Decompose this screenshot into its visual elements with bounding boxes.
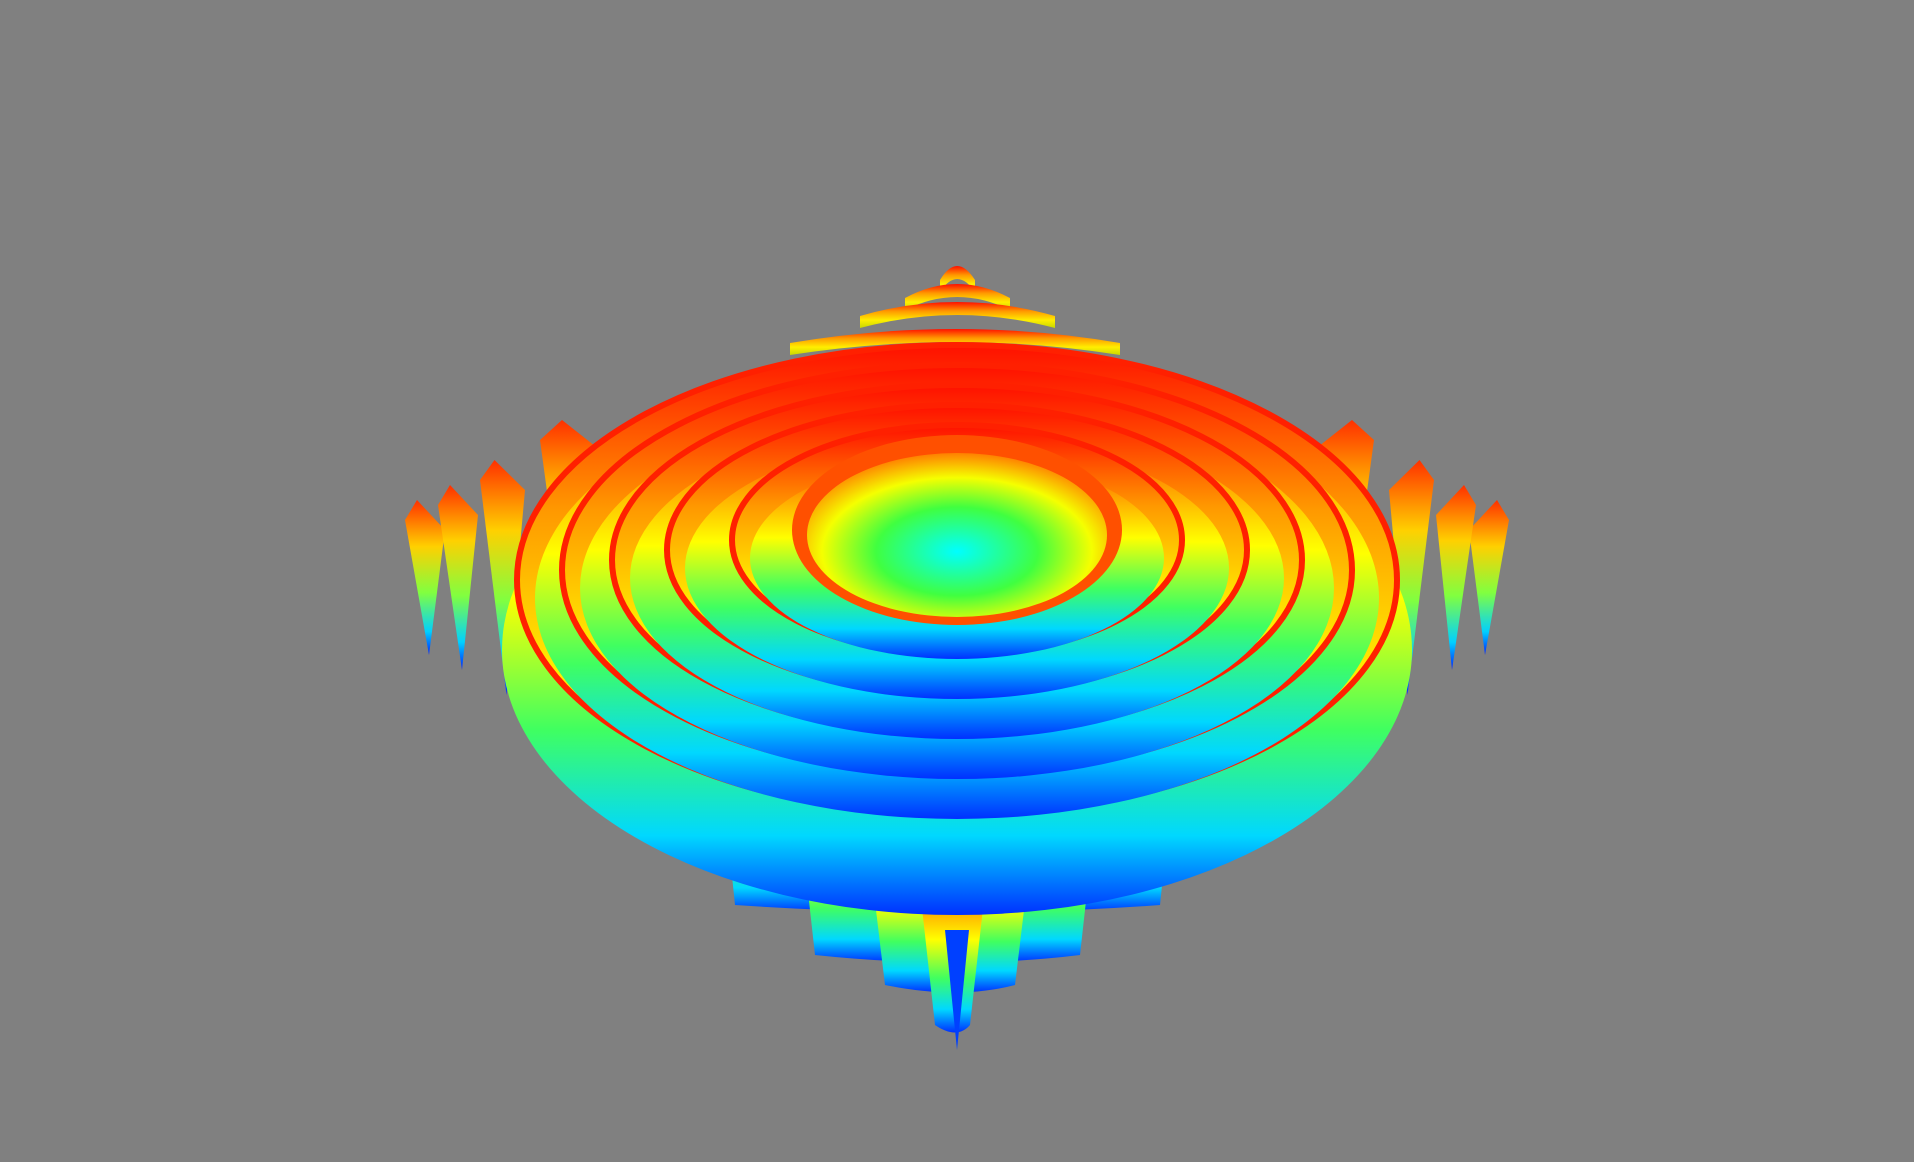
top-step-ridge — [790, 329, 1120, 355]
right-spike — [1469, 500, 1509, 655]
central-crater-basin — [807, 453, 1107, 617]
left-spike — [405, 500, 445, 655]
top-step-ridge — [860, 302, 1055, 328]
right-spike — [1436, 485, 1476, 670]
bottom-spike — [945, 930, 969, 1050]
top-step-ridge — [905, 284, 1010, 310]
left-spike — [480, 460, 525, 695]
top-step-ridge — [940, 266, 975, 292]
left-spike — [438, 485, 478, 670]
right-spike — [1389, 460, 1434, 695]
